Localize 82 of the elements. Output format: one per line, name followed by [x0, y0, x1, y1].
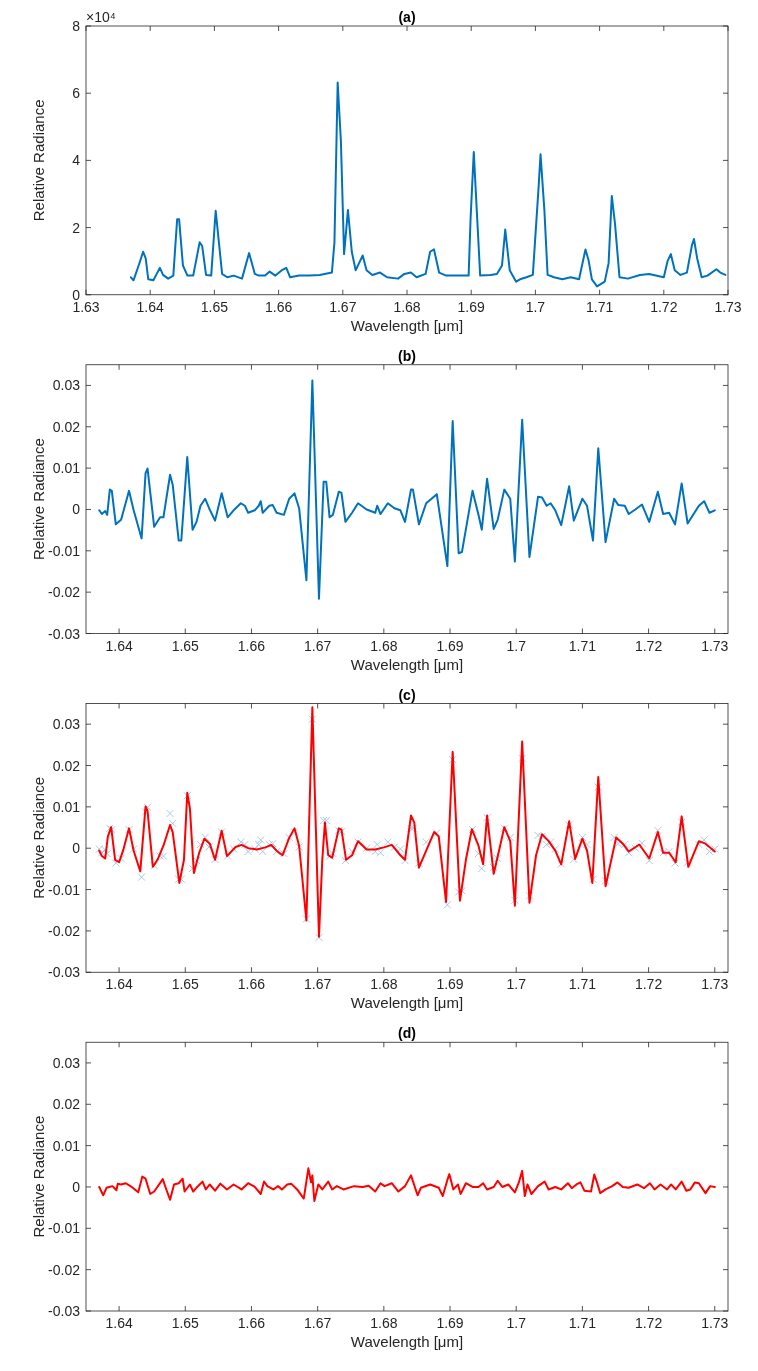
- x-tick-label: 1.73: [701, 637, 729, 654]
- x-tick-label: 1.65: [171, 976, 200, 993]
- y-tick-label: -0.01: [48, 1220, 81, 1237]
- x-tick-label: 1.67: [304, 976, 332, 993]
- x-tick-label: 1.71: [585, 298, 614, 315]
- x-tick-label: 1.65: [200, 298, 229, 315]
- y-tick-label: 0.03: [52, 716, 81, 733]
- y-tick-label: 8: [72, 18, 81, 34]
- y-tick-label: 0.02: [52, 1096, 81, 1113]
- chart-title: (d): [398, 1025, 416, 1042]
- x-tick-label: 1.67: [304, 1315, 332, 1331]
- x-tick-label: 1.73: [701, 976, 729, 993]
- line-series: [98, 379, 716, 600]
- x-tick-label: 1.7: [506, 976, 527, 993]
- y-tick-label: 0: [72, 1178, 81, 1195]
- x-tick-label: 1.69: [436, 637, 464, 654]
- y-axis-title: Relative Radiance: [30, 777, 47, 899]
- chart-title: (b): [398, 347, 416, 364]
- y-axis-title: Relative Radiance: [30, 1115, 47, 1238]
- y-tick-label: 6: [72, 85, 81, 102]
- x-tick-label: 1.64: [105, 976, 133, 993]
- x-tick-label: 1.64: [136, 298, 165, 315]
- x-tick-label: 1.65: [171, 1315, 200, 1331]
- x-tick-label: 1.7: [506, 637, 527, 654]
- y-tick-label: 0.02: [52, 757, 81, 774]
- y-tick-label: 2: [72, 219, 81, 236]
- x-tick-label: 1.66: [264, 298, 293, 315]
- x-tick-label: 1.68: [393, 298, 421, 315]
- y-tick-label: 0.03: [52, 377, 81, 394]
- x-tick-label: 1.69: [457, 298, 486, 315]
- x-tick-label: 1.65: [171, 637, 200, 654]
- text: ×10⁴: [86, 9, 116, 25]
- y-tick-label: 0.01: [52, 1137, 81, 1154]
- y-tick-label: 0.01: [52, 460, 81, 477]
- x-tick-label: 1.66: [237, 637, 266, 654]
- x-tick-label: 1.71: [568, 1315, 597, 1331]
- y-tick-label: -0.02: [48, 584, 81, 601]
- x-axis-title: Wavelength [μm]: [350, 316, 464, 334]
- x-tick-label: 1.68: [370, 1315, 398, 1331]
- y-tick-label: -0.03: [48, 964, 81, 981]
- line-series: [98, 1167, 716, 1203]
- x-tick-label: 1.67: [329, 298, 357, 315]
- x-tick-label: 1.64: [105, 637, 133, 654]
- y-tick-label: -0.02: [48, 922, 81, 939]
- y-tick-label: -0.03: [48, 625, 81, 642]
- line-series: [129, 81, 727, 288]
- y-tick-label: -0.01: [48, 881, 81, 898]
- x-tick-label: 1.72: [634, 976, 663, 993]
- y-tick-label: 0.02: [52, 418, 81, 435]
- x-axis-title: Wavelength [μm]: [350, 994, 464, 1012]
- x-tick-label: 1.68: [370, 637, 398, 654]
- y-tick-label: -0.03: [48, 1303, 81, 1319]
- x-tick-label: 1.71: [568, 637, 597, 654]
- y-tick-label: 0: [72, 840, 81, 857]
- y-tick-label: 0: [72, 501, 81, 518]
- x-tick-label: 1.69: [436, 976, 464, 993]
- y-tick-label: -0.02: [48, 1261, 81, 1278]
- x-tick-label: 1.7: [525, 298, 546, 315]
- x-tick-label: 1.68: [370, 976, 398, 993]
- x-tick-label: 1.66: [237, 976, 266, 993]
- y-axis-title: Relative Radiance: [30, 99, 47, 222]
- x-tick-label: 1.7: [506, 1315, 527, 1331]
- x-tick-label: 1.73: [701, 1315, 729, 1331]
- x-tick-label: 1.67: [304, 637, 332, 654]
- x-axis-title: Wavelength [μm]: [350, 655, 464, 673]
- y-tick-label: -0.01: [48, 542, 81, 559]
- x-tick-label: 1.71: [568, 976, 597, 993]
- y-tick-label: 0.01: [52, 798, 81, 815]
- y-tick-label: 0.03: [52, 1054, 81, 1071]
- x-tick-label: 1.72: [634, 637, 663, 654]
- y-tick-label: 4: [72, 152, 81, 169]
- x-tick-label: 1.69: [436, 1315, 464, 1331]
- x-axis-title: Wavelength [μm]: [350, 1333, 464, 1350]
- x-tick-label: 1.73: [714, 298, 742, 315]
- x-tick-label: 1.64: [105, 1315, 133, 1331]
- x-tick-label: 1.66: [237, 1315, 266, 1331]
- x-tick-label: 1.72: [634, 1315, 663, 1331]
- y-tick-label: 0: [72, 286, 81, 303]
- x-tick-label: 1.72: [650, 298, 678, 315]
- chart-title: (a): [398, 9, 416, 25]
- y-axis-title: Relative Radiance: [30, 438, 47, 560]
- chart-title: (c): [398, 686, 416, 703]
